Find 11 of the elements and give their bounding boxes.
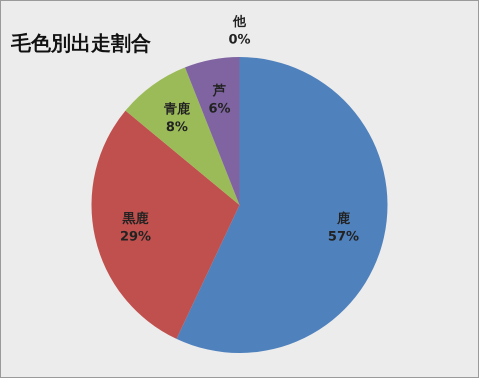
slice-label: 鹿 [336, 210, 350, 227]
data-label: 29% [120, 230, 152, 245]
chart-title: 毛色別出走割合 [10, 31, 151, 56]
data-label: 57% [328, 230, 360, 245]
slice-label: 黒鹿 [122, 210, 149, 227]
slice-label: 芦 [212, 84, 226, 99]
category-label: 他 [233, 14, 246, 30]
text: 0% [228, 32, 251, 48]
data-label: 8% [166, 120, 188, 136]
data-label: 6% [208, 102, 231, 117]
slice-label: 青鹿 [162, 101, 190, 118]
